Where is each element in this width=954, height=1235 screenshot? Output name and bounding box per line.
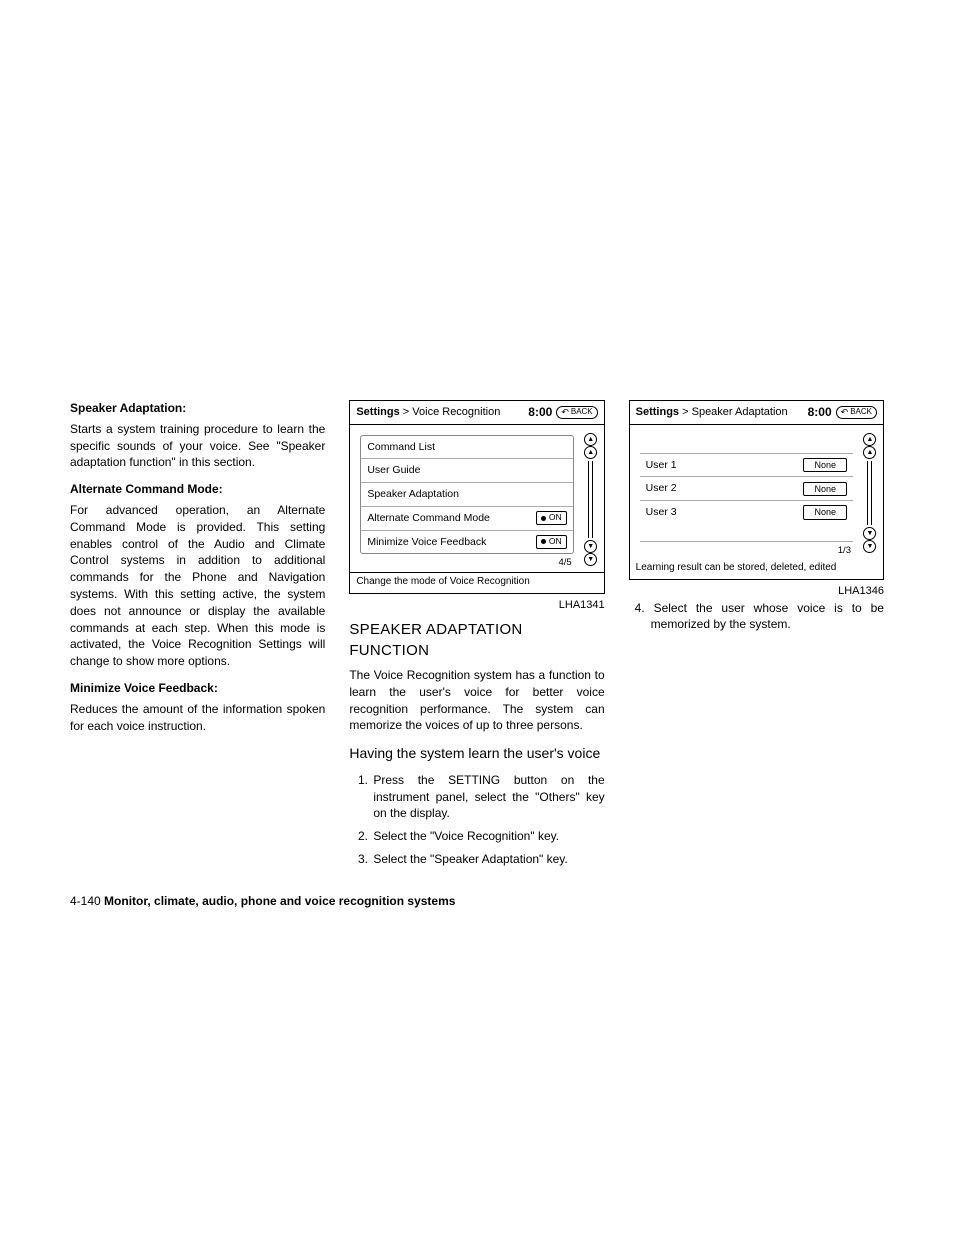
- subheading-learn-voice: Having the system learn the user's voice: [349, 744, 604, 764]
- dot-icon: [541, 516, 546, 521]
- menu-item-user-guide[interactable]: User Guide: [361, 459, 572, 483]
- menu-list: Command List User Guide Speaker Adaptati…: [360, 435, 573, 554]
- para-alternate-command-mode: For advanced operation, an Alternate Com…: [70, 502, 325, 670]
- heading-minimize-voice-feedback: Minimize Voice Feedback:: [70, 680, 325, 697]
- scroll-down-icon[interactable]: ▼: [584, 540, 597, 553]
- column-1: Speaker Adaptation: Starts a system trai…: [70, 400, 325, 874]
- footer-title: Monitor, climate, audio, phone and voice…: [104, 894, 455, 908]
- screen-header: Settings > Speaker Adaptation 8:00 ↶ BAC…: [630, 401, 883, 425]
- user-row-1[interactable]: User 1 None: [640, 453, 853, 477]
- back-button[interactable]: ↶ BACK: [836, 406, 877, 419]
- page-number: 4-140: [70, 894, 101, 908]
- breadcrumb-sep: >: [679, 406, 692, 418]
- heading-speaker-adaptation-function: SPEAKER ADAPTATION FUNCTION: [349, 619, 604, 661]
- breadcrumb: Settings > Speaker Adaptation: [636, 405, 788, 420]
- user-value: None: [803, 505, 847, 520]
- para-speaker-adaptation: Starts a system training procedure to le…: [70, 421, 325, 471]
- back-label: BACK: [850, 408, 872, 416]
- back-label: BACK: [571, 408, 593, 416]
- user-row-2[interactable]: User 2 None: [640, 476, 853, 500]
- page-footer: 4-140 Monitor, climate, audio, phone and…: [70, 894, 884, 908]
- user-list-spacer: [640, 524, 853, 542]
- scroll-down-icon[interactable]: ▼: [863, 527, 876, 540]
- step-2: Select the "Voice Recognition" key.: [371, 828, 604, 845]
- back-arrow-icon: ↶: [561, 408, 569, 417]
- scroll-up2-icon[interactable]: ▲: [584, 446, 597, 459]
- content-columns: Speaker Adaptation: Starts a system trai…: [70, 400, 884, 874]
- breadcrumb: Settings > Voice Recognition: [356, 405, 500, 420]
- figure-ref: LHA1346: [629, 584, 884, 599]
- user-value: None: [803, 458, 847, 473]
- user-label: User 2: [646, 481, 677, 496]
- back-arrow-icon: ↶: [841, 408, 849, 417]
- header-right: 8:00 ↶ BACK: [528, 404, 597, 421]
- screen-header: Settings > Voice Recognition 8:00 ↶ BACK: [350, 401, 603, 425]
- scroll-down2-icon[interactable]: ▼: [863, 540, 876, 553]
- user-label: User 1: [646, 458, 677, 473]
- menu-item-alternate-command-mode[interactable]: Alternate Command Mode ON: [361, 507, 572, 531]
- pager: 1/3: [638, 544, 875, 557]
- figure-voice-recognition-screen: Settings > Voice Recognition 8:00 ↶ BACK…: [349, 400, 604, 594]
- menu-label: Minimize Voice Feedback: [367, 535, 486, 550]
- screen-body: Command List User Guide Speaker Adaptati…: [350, 425, 603, 572]
- toggle-on[interactable]: ON: [536, 511, 567, 525]
- dot-icon: [541, 539, 546, 544]
- scroll-rail: ▲ ▲ ▼ ▼: [584, 433, 598, 566]
- scroll-up2-icon[interactable]: ▲: [863, 446, 876, 459]
- step-1: Press the SETTING button on the instrume…: [371, 772, 604, 822]
- scroll-up-icon[interactable]: ▲: [863, 433, 876, 446]
- column-2: Settings > Voice Recognition 8:00 ↶ BACK…: [349, 400, 604, 874]
- steps-list-continued: 4. Select the user whose voice is to be …: [629, 600, 884, 634]
- column-3: Settings > Speaker Adaptation 8:00 ↶ BAC…: [629, 400, 884, 874]
- heading-alternate-command-mode: Alternate Command Mode:: [70, 481, 325, 498]
- breadcrumb-sep: >: [400, 406, 413, 418]
- steps-list: Press the SETTING button on the instrume…: [349, 772, 604, 868]
- toggle-label: ON: [549, 536, 562, 548]
- menu-label: Command List: [367, 440, 435, 455]
- menu-label: Alternate Command Mode: [367, 511, 490, 526]
- menu-label: Speaker Adaptation: [367, 487, 459, 502]
- breadcrumb-leaf: Voice Recognition: [412, 406, 500, 418]
- breadcrumb-root: Settings: [356, 406, 399, 418]
- heading-speaker-adaptation: Speaker Adaptation:: [70, 400, 325, 417]
- screen-hint: Change the mode of Voice Recognition: [350, 572, 603, 593]
- breadcrumb-root: Settings: [636, 406, 679, 418]
- user-list: User 1 None User 2 None User 3 None: [640, 453, 853, 542]
- clock: 8:00: [808, 404, 832, 421]
- screen-body: User 1 None User 2 None User 3 None 1/3: [630, 425, 883, 559]
- scroll-bar[interactable]: [588, 461, 593, 538]
- menu-item-command-list[interactable]: Command List: [361, 436, 572, 460]
- step-3: Select the "Speaker Adaptation" key.: [371, 851, 604, 868]
- screen-hint: Learning result can be stored, deleted, …: [630, 559, 883, 579]
- pager: 4/5: [358, 556, 595, 569]
- clock: 8:00: [528, 404, 552, 421]
- menu-label: User Guide: [367, 463, 420, 478]
- breadcrumb-leaf: Speaker Adaptation: [692, 406, 788, 418]
- para-saf-intro: The Voice Recognition system has a funct…: [349, 667, 604, 734]
- step-4: 4. Select the user whose voice is to be …: [651, 600, 884, 634]
- scroll-up-icon[interactable]: ▲: [584, 433, 597, 446]
- toggle-label: ON: [549, 512, 562, 524]
- header-right: 8:00 ↶ BACK: [808, 404, 877, 421]
- para-minimize-voice-feedback: Reduces the amount of the information sp…: [70, 701, 325, 735]
- figure-speaker-adaptation-screen: Settings > Speaker Adaptation 8:00 ↶ BAC…: [629, 400, 884, 580]
- figure-ref: LHA1341: [349, 598, 604, 613]
- scroll-bar[interactable]: [867, 461, 872, 525]
- user-row-3[interactable]: User 3 None: [640, 500, 853, 524]
- back-button[interactable]: ↶ BACK: [556, 406, 597, 419]
- scroll-down2-icon[interactable]: ▼: [584, 553, 597, 566]
- user-value: None: [803, 482, 847, 497]
- menu-item-speaker-adaptation[interactable]: Speaker Adaptation: [361, 483, 572, 507]
- toggle-on[interactable]: ON: [536, 535, 567, 549]
- menu-item-minimize-voice-feedback[interactable]: Minimize Voice Feedback ON: [361, 531, 572, 554]
- scroll-rail: ▲ ▲ ▼ ▼: [863, 433, 877, 553]
- user-label: User 3: [646, 505, 677, 520]
